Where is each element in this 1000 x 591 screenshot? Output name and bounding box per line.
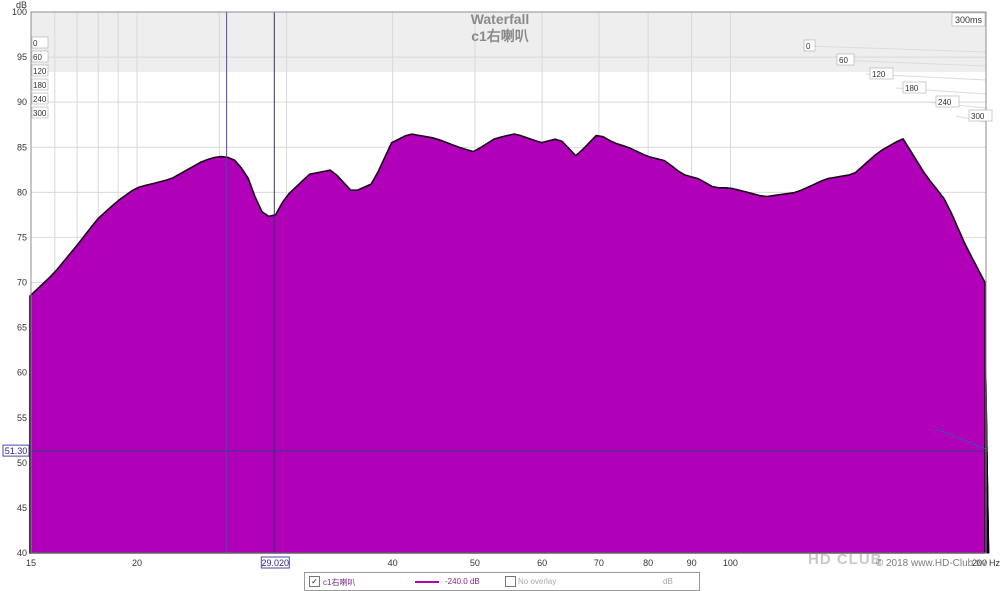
grid-line-time [805, 45, 987, 53]
plot-frame [30, 11, 987, 554]
time-tick-label-left: 60 [33, 53, 42, 62]
x-tick-label: 70 [594, 558, 604, 568]
y-tick-label: 45 [17, 503, 27, 513]
x-tick-label: 100 [723, 558, 738, 568]
legend-bar: ✓ c1右喇叭 -240.0 dB No overlay dB [304, 572, 700, 591]
x-tick-label: 200 [972, 558, 987, 568]
time-tick-label-left: 300 [33, 109, 47, 118]
y-tick-label: 60 [17, 368, 27, 378]
waterfall-slice [29, 133, 986, 554]
chart-subtitle: c1右喇叭 [471, 28, 529, 44]
time-tick-box-left [31, 64, 49, 77]
x-axis-unit: Hz [989, 558, 1000, 568]
time-tick-label-left: 0 [33, 39, 38, 48]
time-tick-box-right [935, 95, 960, 108]
y-axis-unit: dB [16, 0, 27, 10]
time-tick-label-right: 120 [872, 70, 886, 79]
legend-overlay-label: No overlay [518, 577, 557, 586]
time-tick-box-left [31, 50, 49, 63]
time-tick-box-right [803, 39, 816, 52]
time-tick-label-right: 300 [971, 112, 985, 121]
time-tick-label-left: 120 [33, 67, 47, 76]
time-tick-box-left [31, 106, 49, 119]
time-tick-box-right [869, 67, 894, 80]
cursor-y-label: 51.30 [5, 446, 28, 456]
x-tick-label: 20 [132, 558, 142, 568]
y-tick-label: 80 [17, 187, 27, 197]
time-top-label: 300ms [955, 15, 983, 25]
x-tick-label: 40 [388, 558, 398, 568]
time-tick-label-left: 240 [33, 95, 47, 104]
time-tick-box-left [31, 78, 49, 91]
x-tick-label: 50 [470, 558, 480, 568]
y-tick-label: 85 [17, 142, 27, 152]
time-tick-box-left [31, 92, 49, 105]
y-tick-label: 100 [12, 7, 27, 17]
x-tick-label: 60 [537, 558, 547, 568]
y-tick-label: 90 [17, 97, 27, 107]
y-tick-label: 40 [17, 548, 27, 558]
time-tick-label-right: 240 [938, 98, 952, 107]
time-tick-label-right: 180 [905, 84, 919, 93]
legend-series-value: -240.0 dB [445, 577, 480, 586]
time-tick-label-right: 60 [839, 56, 848, 65]
x-tick-label: 15 [26, 558, 36, 568]
cursor-y-box [2, 444, 30, 457]
legend-series-line [415, 581, 439, 583]
y-tick-label: 50 [17, 458, 27, 468]
time-tick-box-left [31, 36, 49, 49]
time-tick-label-right: 0 [806, 42, 811, 51]
time-tick-box-right [902, 81, 927, 94]
cursor-line-time [935, 428, 987, 450]
y-tick-label: 65 [17, 323, 27, 333]
legend-overlay-unit: dB [663, 577, 673, 586]
grid-line-time [835, 59, 987, 67]
time-top-box [951, 12, 986, 27]
cursor-x-label: 29.020 [262, 558, 290, 568]
hd-club-logo: HD CLUB [808, 551, 883, 568]
chart-title: Waterfall [471, 11, 530, 27]
x-tick-label: 80 [643, 558, 653, 568]
time-tick-label-left: 180 [33, 81, 47, 90]
y-tick-label: 55 [17, 413, 27, 423]
time-tick-box-right [968, 109, 993, 122]
time-tick-box-right [836, 53, 855, 66]
legend-series-name: c1右喇叭 [323, 578, 356, 587]
watermark-text: © 2018 www.HD-Club.tw [875, 558, 986, 569]
x-tick-label: 90 [687, 558, 697, 568]
y-tick-label: 95 [17, 52, 27, 62]
y-tick-label: 70 [17, 278, 27, 288]
y-tick-label: 75 [17, 232, 27, 242]
overlay-checkbox[interactable] [505, 576, 516, 587]
cursor-x-box [260, 556, 290, 569]
series-checkbox[interactable]: ✓ [309, 576, 320, 587]
